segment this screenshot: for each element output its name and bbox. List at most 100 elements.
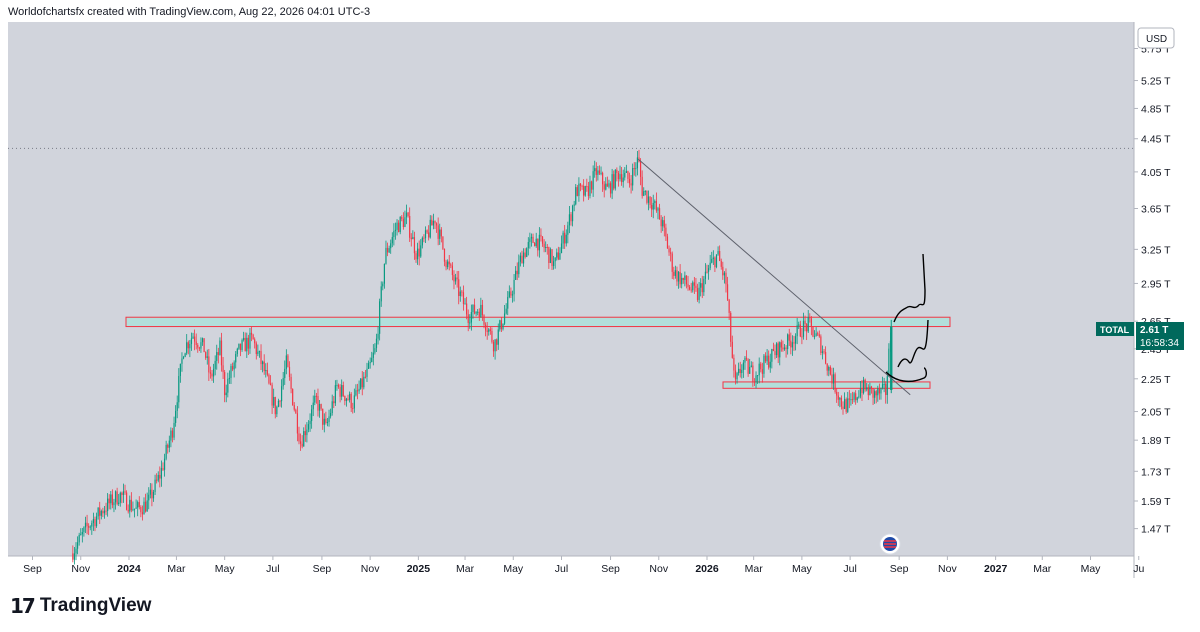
plot-background: [8, 22, 1134, 556]
candle-body: [260, 351, 262, 365]
candle-body: [203, 338, 205, 353]
candle-body: [306, 429, 308, 436]
events-flag-icon[interactable]: [879, 533, 901, 555]
candle-body: [103, 510, 106, 514]
candle-body: [356, 390, 359, 392]
candle-body: [477, 311, 479, 313]
candle-body: [396, 222, 398, 230]
candle-body: [344, 395, 346, 402]
candle-body: [328, 416, 330, 422]
candle-body: [382, 283, 384, 287]
candle-body: [551, 249, 553, 267]
candle-body: [263, 361, 265, 372]
candle-body: [802, 320, 805, 337]
candle-body: [554, 257, 556, 262]
candle-body: [478, 311, 480, 318]
candle-body: [500, 320, 503, 330]
candle-body: [238, 343, 240, 349]
candle-body: [513, 279, 515, 295]
currency-button[interactable]: USD: [1137, 27, 1175, 49]
candle-body: [733, 357, 735, 371]
candle-body: [216, 352, 218, 361]
candle-body: [859, 388, 862, 397]
candle-body: [571, 205, 574, 222]
candle-body: [108, 498, 110, 504]
candle-body: [473, 304, 476, 314]
candle-body: [744, 357, 746, 363]
candle-body: [217, 352, 219, 355]
candle-body: [851, 399, 854, 401]
candle-body: [794, 336, 797, 344]
candle-body: [367, 363, 370, 369]
candle-body: [671, 253, 673, 272]
candle-body: [273, 397, 275, 406]
candle-body: [334, 385, 336, 404]
price-tick-label: 1.59 T: [1141, 496, 1171, 508]
resistance-zone: [125, 316, 951, 328]
candle-body: [143, 501, 145, 515]
candle-body: [657, 208, 659, 211]
candlestick-chart[interactable]: 5.75 T5.25 T4.85 T4.45 T4.05 T3.65 T3.25…: [8, 22, 1192, 578]
candle-body: [720, 260, 722, 267]
candle-body: [413, 237, 416, 254]
trendline-descending: [637, 158, 911, 396]
candle-body: [886, 376, 888, 395]
candle-body: [766, 355, 768, 362]
candle-body: [628, 178, 631, 184]
candle-body: [105, 510, 107, 512]
chart-area[interactable]: 5.75 T 5.25 T 4.85 T 4.45 T 4.05 T 3.65 T 3.25…: [8, 22, 1192, 578]
candle-body: [872, 388, 874, 398]
candle-body: [826, 363, 828, 371]
candle-body: [173, 422, 175, 438]
tradingview-logo[interactable]: 17 TradingView: [10, 594, 151, 618]
candle-body: [837, 395, 839, 400]
candle-body: [330, 413, 332, 417]
candle-body: [222, 365, 224, 373]
symbol-tag: TOTAL: [1100, 325, 1130, 335]
candle-body: [562, 232, 564, 244]
candle-body: [883, 383, 885, 385]
candle-body: [731, 341, 733, 358]
candle-body: [320, 404, 322, 409]
candle-body: [426, 230, 428, 233]
candle-body: [633, 168, 635, 170]
candle-body: [192, 336, 194, 339]
candle-body: [639, 161, 642, 177]
candle-body: [605, 183, 607, 190]
candle-body: [763, 355, 765, 374]
candle-body: [624, 172, 626, 178]
time-tick-label: May: [792, 563, 813, 575]
candle-body: [200, 342, 202, 349]
candle-body: [617, 172, 620, 180]
candle-body: [722, 266, 724, 276]
candle-body: [545, 247, 547, 249]
candle-body: [703, 278, 705, 293]
candle-body: [409, 215, 411, 238]
candle-body: [625, 171, 627, 173]
candle-body: [407, 212, 409, 216]
candle-body: [121, 492, 123, 496]
candle-body: [435, 223, 438, 226]
candle-body: [578, 183, 580, 196]
candle-body: [290, 376, 292, 389]
candle-body: [524, 252, 526, 257]
candle-body: [371, 357, 373, 363]
candle-body: [442, 236, 444, 249]
candle-body: [176, 402, 178, 411]
candle-body: [600, 172, 602, 174]
candle-body: [583, 185, 585, 196]
candle-body: [679, 271, 681, 285]
candle-body: [314, 395, 316, 403]
candle-body: [181, 358, 183, 364]
candle-body: [698, 287, 700, 300]
candle-body: [677, 271, 680, 282]
candle-body: [138, 502, 140, 508]
candle-body: [793, 342, 795, 344]
candle-body: [673, 271, 675, 276]
candle-body: [747, 359, 749, 374]
candle-body: [179, 363, 181, 377]
candle-body: [877, 388, 879, 396]
candle-body: [652, 202, 654, 210]
candle-body: [541, 236, 544, 244]
candle-body: [682, 277, 684, 280]
